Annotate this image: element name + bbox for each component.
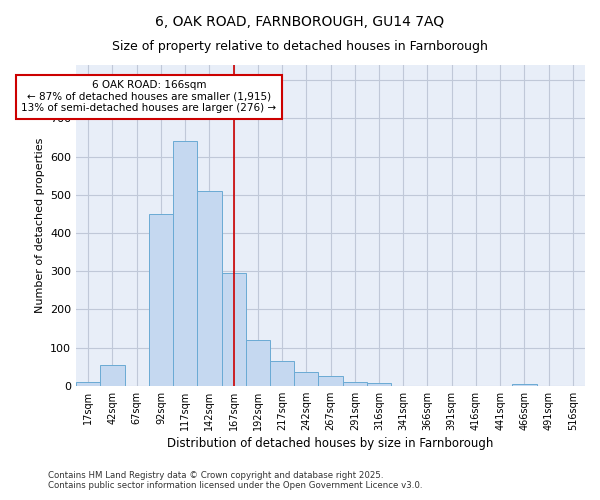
Bar	[512, 384, 536, 386]
Bar	[367, 383, 391, 386]
Bar	[197, 191, 221, 386]
Bar	[246, 340, 270, 386]
Bar	[343, 382, 367, 386]
Bar	[100, 365, 125, 386]
Bar	[76, 382, 100, 386]
Text: Contains HM Land Registry data © Crown copyright and database right 2025.
Contai: Contains HM Land Registry data © Crown c…	[48, 470, 422, 490]
Text: 6, OAK ROAD, FARNBOROUGH, GU14 7AQ: 6, OAK ROAD, FARNBOROUGH, GU14 7AQ	[155, 15, 445, 29]
Text: 6 OAK ROAD: 166sqm
← 87% of detached houses are smaller (1,915)
13% of semi-deta: 6 OAK ROAD: 166sqm ← 87% of detached hou…	[21, 80, 277, 114]
Bar	[294, 372, 319, 386]
Bar	[173, 142, 197, 386]
X-axis label: Distribution of detached houses by size in Farnborough: Distribution of detached houses by size …	[167, 437, 494, 450]
Y-axis label: Number of detached properties: Number of detached properties	[35, 138, 44, 313]
Bar	[270, 361, 294, 386]
Bar	[149, 214, 173, 386]
Bar	[221, 273, 246, 386]
Bar	[319, 376, 343, 386]
Text: Size of property relative to detached houses in Farnborough: Size of property relative to detached ho…	[112, 40, 488, 53]
